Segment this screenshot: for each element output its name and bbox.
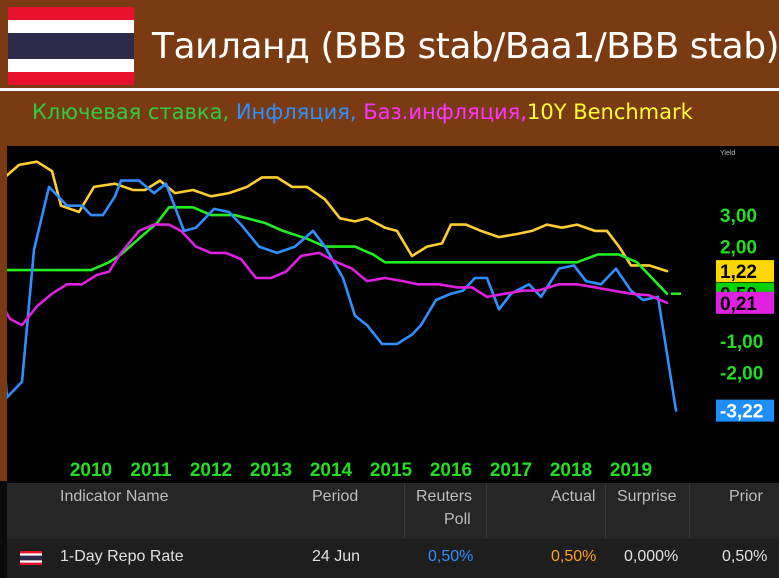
x-tick-label: 2016: [430, 460, 472, 481]
y-tick-label: -1,00: [720, 332, 763, 353]
indicator-table: Indicator Name Period Reuters Poll Actua…: [7, 483, 779, 578]
thailand-flag-icon: [20, 551, 42, 565]
col-header-surprise[interactable]: Surprise: [617, 488, 677, 505]
col-header-prior[interactable]: Prior: [729, 488, 763, 505]
series-line-bond10y: [7, 160, 669, 273]
x-tick-label: 2018: [550, 460, 592, 481]
indicator-name[interactable]: 1-Day Repo Rate: [60, 548, 184, 565]
table-row[interactable]: 1-Day Repo Rate 24 Jun 0,50% 0,50% 0,000…: [7, 539, 779, 578]
value-label-box-inflation: [716, 399, 774, 422]
x-tick-label: 2012: [190, 460, 232, 481]
series-line-inflation: [7, 179, 678, 412]
x-tick-label: 2017: [490, 460, 532, 481]
actual-value: 0,50%: [551, 548, 597, 565]
x-tick-label: 2011: [130, 460, 172, 481]
series-legend: Ключевая ставка, Инфляция, Баз.инфляция,…: [32, 100, 693, 124]
value-label-bond10y: 1,22: [720, 262, 757, 283]
y-tick-label: 3,00: [720, 206, 757, 227]
value-label-box-bond10y: [716, 260, 774, 283]
y-tick-label: -2,00: [720, 363, 763, 384]
x-tick-label: 2010: [70, 460, 112, 481]
column-divider: [689, 483, 690, 538]
col-header-poll-line2[interactable]: Poll: [444, 511, 471, 528]
column-divider: [486, 483, 487, 538]
header-bar: Таиланд (BBB stab/Baa1/BBB stab): [0, 0, 779, 88]
subtitle-bar: Ключевая ставка, Инфляция, Баз.инфляция,…: [0, 88, 779, 131]
series-line-core_inflation: [7, 223, 669, 327]
axis-title: Yield: [720, 150, 735, 157]
page-title: Таиланд (BBB stab/Baa1/BBB stab): [152, 26, 779, 67]
y-tick-label: 2,00: [720, 238, 757, 259]
x-tick-label: 2013: [250, 460, 292, 481]
x-tick-label: 2014: [310, 460, 353, 481]
column-divider: [605, 483, 606, 538]
value-label-inflation: -3,22: [720, 402, 763, 423]
col-header-indicator[interactable]: Indicator Name: [60, 488, 169, 505]
prior-value: 0,50%: [722, 548, 768, 565]
line-chart: 3,002,00-1,00-2,001,220,500,21-3,2220102…: [7, 146, 779, 483]
value-label-layer: 3,002,00-1,00-2,001,220,500,21-3,2220102…: [70, 206, 774, 481]
series-layer: [7, 160, 681, 412]
column-divider: [404, 483, 405, 538]
legend-policy-rate: Ключевая ставка,: [32, 100, 236, 124]
x-tick-label: 2015: [370, 460, 413, 481]
value-label-core_inflation: 0,21: [720, 294, 757, 315]
col-header-poll-line1[interactable]: Reuters: [416, 488, 473, 505]
period-value: 24 Jun: [312, 548, 361, 565]
legend-inflation: Инфляция,: [235, 100, 364, 124]
x-tick-label: 2019: [610, 460, 652, 481]
poll-value: 0,50%: [428, 548, 474, 565]
surprise-value: 0,000%: [624, 548, 679, 565]
col-header-period[interactable]: Period: [312, 488, 359, 505]
legend-10y-benchmark: 10Y Benchmark: [526, 100, 693, 124]
legend-core-inflation: Баз.инфляция,: [363, 100, 527, 124]
col-header-actual[interactable]: Actual: [551, 488, 596, 505]
thailand-flag-icon: [8, 7, 134, 85]
value-label-box-core_inflation: [716, 291, 774, 314]
series-line-policy_rate: [7, 205, 669, 295]
